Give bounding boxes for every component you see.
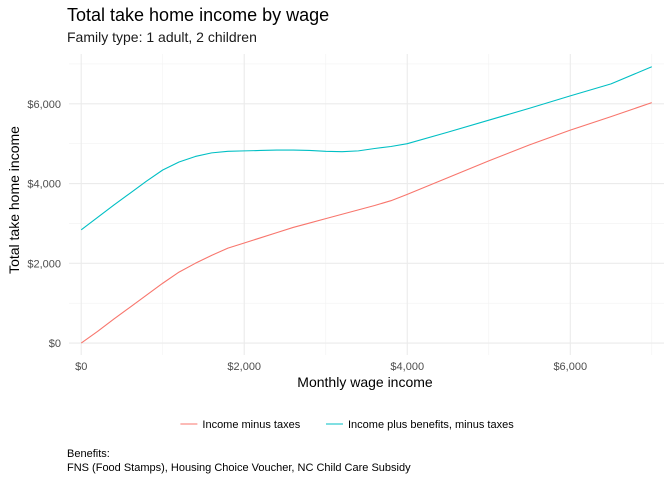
y-tick-label: $2,000: [27, 258, 61, 270]
x-tick-label: $4,000: [390, 361, 424, 373]
legend-label-1: Income minus taxes: [202, 419, 300, 431]
x-tick-label: $6,000: [553, 361, 587, 373]
series-line-2: [80, 66, 652, 231]
plot-area: $0 $2,000 $4,000 $6,000 $0 $2,000 $4,000 $6,000: [27, 54, 664, 373]
chart-subtitle: Family type: 1 adult, 2 children: [67, 29, 257, 45]
x-tick-label: $0: [75, 361, 87, 373]
x-tick-label: $2,000: [227, 361, 261, 373]
series-line-1: [80, 102, 652, 344]
y-tick-label: $0: [49, 338, 61, 350]
legend: Income minus taxes Income plus benefits, …: [180, 419, 514, 431]
legend-label-2: Income plus benefits, minus taxes: [348, 419, 514, 431]
y-tick-label: $4,000: [27, 179, 61, 191]
caption-line-2: FNS (Food Stamps), Housing Choice Vouche…: [67, 462, 411, 474]
chart-title: Total take home income by wage: [67, 5, 329, 25]
caption-line-1: Benefits:: [67, 448, 110, 460]
y-tick-label: $6,000: [27, 99, 61, 111]
y-axis-title: Total take home income: [6, 126, 22, 274]
x-axis-title: Monthly wage income: [297, 374, 433, 390]
